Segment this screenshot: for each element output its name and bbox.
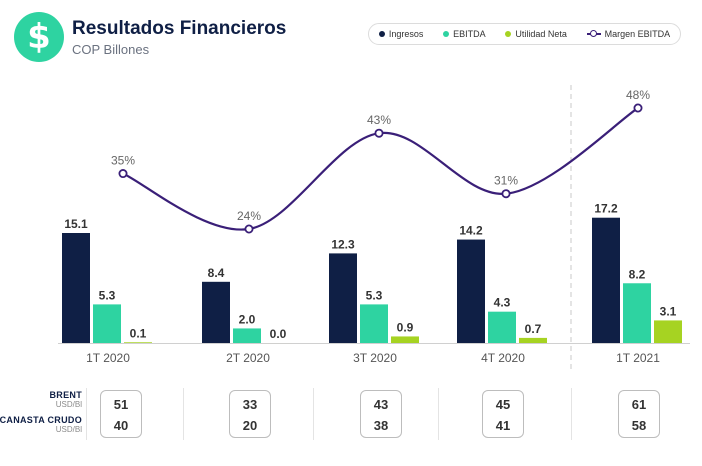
table-separator xyxy=(183,388,184,440)
bar-utilidad xyxy=(124,342,152,343)
bar-ebitda xyxy=(488,311,516,343)
brent-value: 33 xyxy=(242,397,258,412)
x-tick-label: 1T 2021 xyxy=(616,351,660,365)
bar-utilidad xyxy=(654,320,682,343)
data-label-utilidad: 0.9 xyxy=(397,320,414,334)
bar-ebitda xyxy=(360,304,388,343)
bar-ebitda xyxy=(93,304,121,343)
bar-ingresos xyxy=(457,239,485,343)
price-box-2t-2020: 33 20 xyxy=(229,390,271,438)
chart-subtitle: COP Billones xyxy=(72,42,150,57)
header: $ Resultados Financieros COP Billones xyxy=(14,12,287,62)
data-label-ebitda: 8.2 xyxy=(629,267,646,281)
margin-point xyxy=(244,224,254,234)
data-label-ingresos: 15.1 xyxy=(64,217,88,231)
bar-ebitda xyxy=(623,283,651,343)
legend: Ingresos EBITDA Utilidad Neta Margen EBI… xyxy=(368,23,681,45)
brent-name: BRENT xyxy=(49,390,82,400)
bar-ingresos xyxy=(592,217,620,343)
legend-swatch-ingresos xyxy=(378,31,385,37)
chart-title: Resultados Financieros xyxy=(72,18,287,39)
table-separator xyxy=(313,388,314,440)
data-label-ingresos: 14.2 xyxy=(459,224,483,238)
legend-item-ebitda: EBITDA xyxy=(443,29,486,39)
price-table: BRENT USD/Bl CANASTA CRUDO USD/Bl 51 40 … xyxy=(0,384,702,444)
data-label-ebitda: 5.3 xyxy=(99,288,116,302)
legend-swatch-margen xyxy=(586,30,601,38)
price-box-1t-2020: 51 40 xyxy=(100,390,142,438)
legend-swatch-ebitda xyxy=(443,31,450,37)
legend-label-margen: Margen EBITDA xyxy=(604,29,671,39)
canasta-value: 20 xyxy=(242,418,258,433)
margin-point xyxy=(501,189,511,199)
legend-item-utilidad: Utilidad Neta xyxy=(505,29,567,39)
legend-label-ebitda: EBITDA xyxy=(453,29,486,39)
canasta-value: 38 xyxy=(373,418,389,433)
canasta-row-label: CANASTA CRUDO USD/Bl xyxy=(0,415,82,434)
bar-ebitda xyxy=(233,328,261,343)
margin-point xyxy=(633,103,643,113)
bar-ingresos xyxy=(202,281,230,343)
data-label-ebitda: 5.3 xyxy=(366,288,383,302)
x-tick-label: 2T 2020 xyxy=(226,351,270,365)
legend-item-margen: Margen EBITDA xyxy=(586,29,671,39)
brent-value: 61 xyxy=(631,397,647,412)
bar-ingresos xyxy=(62,233,90,343)
data-label-utilidad: 0.0 xyxy=(270,327,287,341)
x-tick-label: 3T 2020 xyxy=(353,351,397,365)
bar-utilidad xyxy=(391,336,419,343)
table-separator xyxy=(438,388,439,440)
table-separator xyxy=(86,388,87,440)
margin-label: 48% xyxy=(626,88,650,102)
table-separator xyxy=(571,388,572,440)
bar-ingresos xyxy=(329,253,357,343)
brent-value: 43 xyxy=(373,397,389,412)
margin-label: 43% xyxy=(367,113,391,127)
brent-value: 45 xyxy=(495,397,511,412)
data-label-utilidad: 0.1 xyxy=(130,326,147,340)
data-label-utilidad: 0.7 xyxy=(525,322,542,336)
canasta-value: 58 xyxy=(631,418,647,433)
canasta-value: 41 xyxy=(495,418,511,433)
legend-swatch-utilidad xyxy=(505,31,512,37)
chart-plot: 15.1 8.4 12.3 14.2 17.2 5.3 2.0 5.3 4.3 8.2 0.1 0.0… xyxy=(58,85,690,372)
data-label-ebitda: 2.0 xyxy=(239,312,256,326)
canasta-name: CANASTA CRUDO xyxy=(0,415,82,425)
margin-label: 31% xyxy=(494,174,518,188)
price-box-3t-2020: 43 38 xyxy=(360,390,402,438)
canasta-value: 40 xyxy=(113,418,129,433)
brent-row-label: BRENT USD/Bl xyxy=(50,390,83,409)
canasta-unit: USD/Bl xyxy=(55,425,82,434)
brent-value: 51 xyxy=(113,397,129,412)
data-label-ingresos: 8.4 xyxy=(208,266,225,280)
data-label-utilidad: 3.1 xyxy=(660,304,677,318)
legend-label-ingresos: Ingresos xyxy=(388,29,424,39)
x-tick-label: 4T 2020 xyxy=(481,351,525,365)
data-label-ingresos: 12.3 xyxy=(331,237,355,251)
legend-label-utilidad: Utilidad Neta xyxy=(515,29,567,39)
price-box-4t-2020: 45 41 xyxy=(482,390,524,438)
margin-label: 35% xyxy=(111,154,135,168)
price-box-1t-2021: 61 58 xyxy=(618,390,660,438)
brent-unit: USD/Bl xyxy=(55,400,82,409)
margin-label: 24% xyxy=(237,209,261,223)
dollar-icon: $ xyxy=(14,12,64,62)
margin-point xyxy=(374,128,384,138)
legend-item-ingresos: Ingresos xyxy=(378,29,424,39)
data-label-ingresos: 17.2 xyxy=(594,202,618,216)
margin-point xyxy=(118,169,128,179)
data-label-ebitda: 4.3 xyxy=(494,296,511,310)
bar-utilidad xyxy=(519,337,547,343)
x-tick-label: 1T 2020 xyxy=(86,351,130,365)
